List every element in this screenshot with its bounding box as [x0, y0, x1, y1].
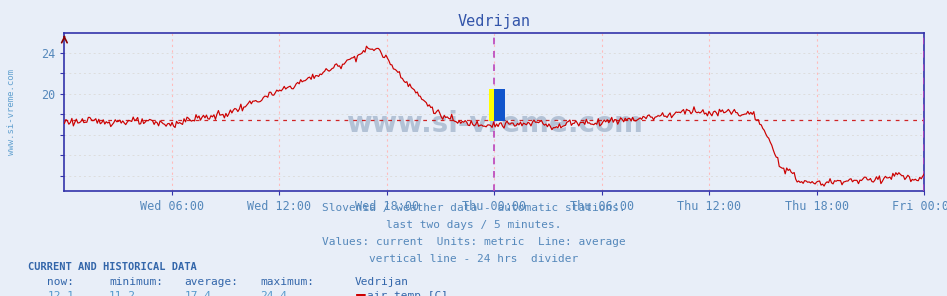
Text: minimum:: minimum:	[109, 277, 163, 287]
Bar	[490, 89, 499, 121]
Text: vertical line - 24 hrs  divider: vertical line - 24 hrs divider	[369, 254, 578, 264]
Title: Vedrijan: Vedrijan	[457, 14, 531, 29]
Text: last two days / 5 minutes.: last two days / 5 minutes.	[385, 220, 562, 230]
Text: 24.4: 24.4	[260, 291, 288, 296]
Text: Slovenia / weather data - automatic stations.: Slovenia / weather data - automatic stat…	[322, 203, 625, 213]
Text: 12.1: 12.1	[47, 291, 75, 296]
Text: air temp.[C]: air temp.[C]	[367, 291, 449, 296]
Text: maximum:: maximum:	[260, 277, 314, 287]
Text: 17.4: 17.4	[185, 291, 212, 296]
Text: now:: now:	[47, 277, 75, 287]
Text: average:: average:	[185, 277, 239, 287]
Text: ■: ■	[355, 291, 366, 296]
Text: Vedrijan: Vedrijan	[355, 277, 409, 287]
Text: www.si-vreme.com: www.si-vreme.com	[346, 110, 643, 139]
Text: CURRENT AND HISTORICAL DATA: CURRENT AND HISTORICAL DATA	[28, 262, 197, 272]
Text: www.si-vreme.com: www.si-vreme.com	[7, 70, 16, 155]
Text: Values: current  Units: metric  Line: average: Values: current Units: metric Line: aver…	[322, 237, 625, 247]
Bar	[494, 89, 505, 121]
Text: 11.2: 11.2	[109, 291, 136, 296]
